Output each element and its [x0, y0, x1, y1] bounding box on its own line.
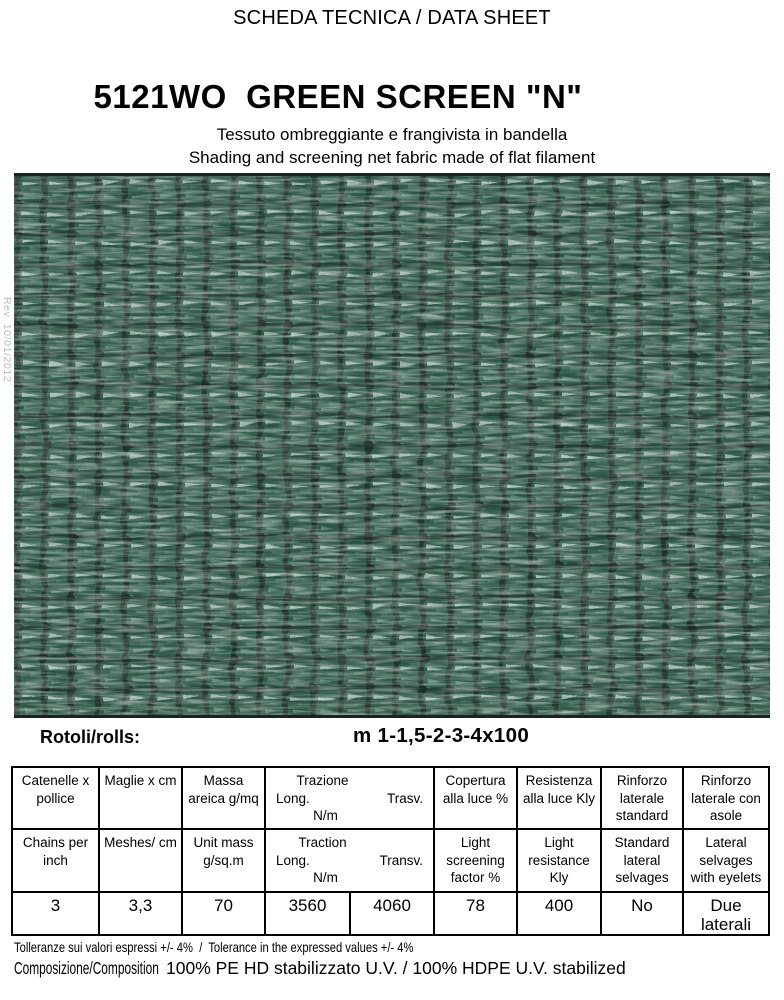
header-en-traction: Traction Long. Transv. N/m [264, 828, 435, 893]
value-meshes-per-cm: 3,3 [98, 891, 183, 936]
value-selvage-eyelets: Due laterali [682, 891, 770, 936]
value-traction-long: 3560 [264, 891, 351, 936]
header-en-unit-mass: Unit mass g/sq.m [181, 828, 266, 893]
header-it-traction: Trazione Long. Trasv. N/m [264, 766, 435, 830]
traction-title-it: Trazione [296, 773, 349, 788]
subtitle-italian: Tessuto ombreggiante e frangivista in ba… [216, 125, 568, 144]
product-title: 5121WO GREEN SCREEN "N" [93, 78, 583, 115]
header-it-chains: Catenelle x pollice [11, 766, 100, 830]
traction-long-en: Long. [276, 852, 310, 868]
traction-title-en: Traction [298, 835, 347, 850]
header-it-unit-mass: Massa areica g/mq [181, 766, 266, 830]
rolls-label: Rotoli/rolls: [40, 727, 140, 747]
header-en-selvage-eyelets: Lateral selvages with eyelets [682, 828, 770, 893]
traction-long-it: Long. [276, 790, 310, 806]
value-light-screening: 78 [433, 891, 518, 936]
rolls-sizes: m 1-1,5-2-3-4x100 [353, 724, 530, 747]
fabric-net-illustration [14, 173, 770, 718]
header-en-chains: Chains per inch [11, 828, 100, 893]
traction-unit-en: N/m [313, 870, 338, 885]
value-unit-mass: 70 [181, 891, 266, 936]
revision-label: Rev. 10/01/2012 [1, 297, 13, 383]
spec-table: Catenelle x pollice Maglie x cm Massa ar… [11, 766, 770, 936]
header-it-selvage-eyelets: Rinforzo laterale con asole [682, 766, 770, 830]
traction-transv-it: Trasv. [387, 790, 423, 806]
header-it-meshes: Maglie x cm [98, 766, 183, 830]
composition-label: Composizione/Composition [14, 958, 159, 978]
header-it-light-screening: Copertura alla luce % [433, 766, 518, 830]
header-en-light-screening: Light screening factor % [433, 828, 518, 893]
table-row-headers-english: Chains per inch Meshes/ cm Unit mass g/s… [11, 828, 770, 893]
traction-unit-it: N/m [313, 808, 338, 823]
header-it-light-resistance: Resistenza alla luce Kly [516, 766, 602, 830]
table-row-headers-italian: Catenelle x pollice Maglie x cm Massa ar… [11, 766, 770, 830]
traction-transv-en: Transv. [379, 852, 423, 868]
header-it-selvage-standard: Rinforzo laterale standard [600, 766, 684, 830]
sheet-title: SCHEDA TECNICA / DATA SHEET [233, 7, 551, 29]
value-chains-per-inch: 3 [11, 891, 100, 936]
fabric-photo [14, 173, 770, 718]
header-en-light-resistance: Light resistance Kly [516, 828, 602, 893]
tolerance-note: Tolleranze sui valori espressi +/- 4% / … [14, 939, 414, 955]
table-row-values: 3 3,3 70 3560 4060 78 400 No Due lateral… [11, 891, 770, 936]
composition-value: 100% PE HD stabilizzato U.V. / 100% HDPE… [166, 958, 626, 978]
header-en-selvage-standard: Standard lateral selvages [600, 828, 684, 893]
value-light-resistance: 400 [516, 891, 602, 936]
header-en-meshes: Meshes/ cm [98, 828, 183, 893]
subtitle-english: Shading and screening net fabric made of… [188, 148, 596, 167]
composition-line: Composizione/Composition 100% PE HD stab… [14, 958, 774, 982]
value-traction-transv: 4060 [349, 891, 435, 936]
value-selvage-standard: No [600, 891, 684, 936]
